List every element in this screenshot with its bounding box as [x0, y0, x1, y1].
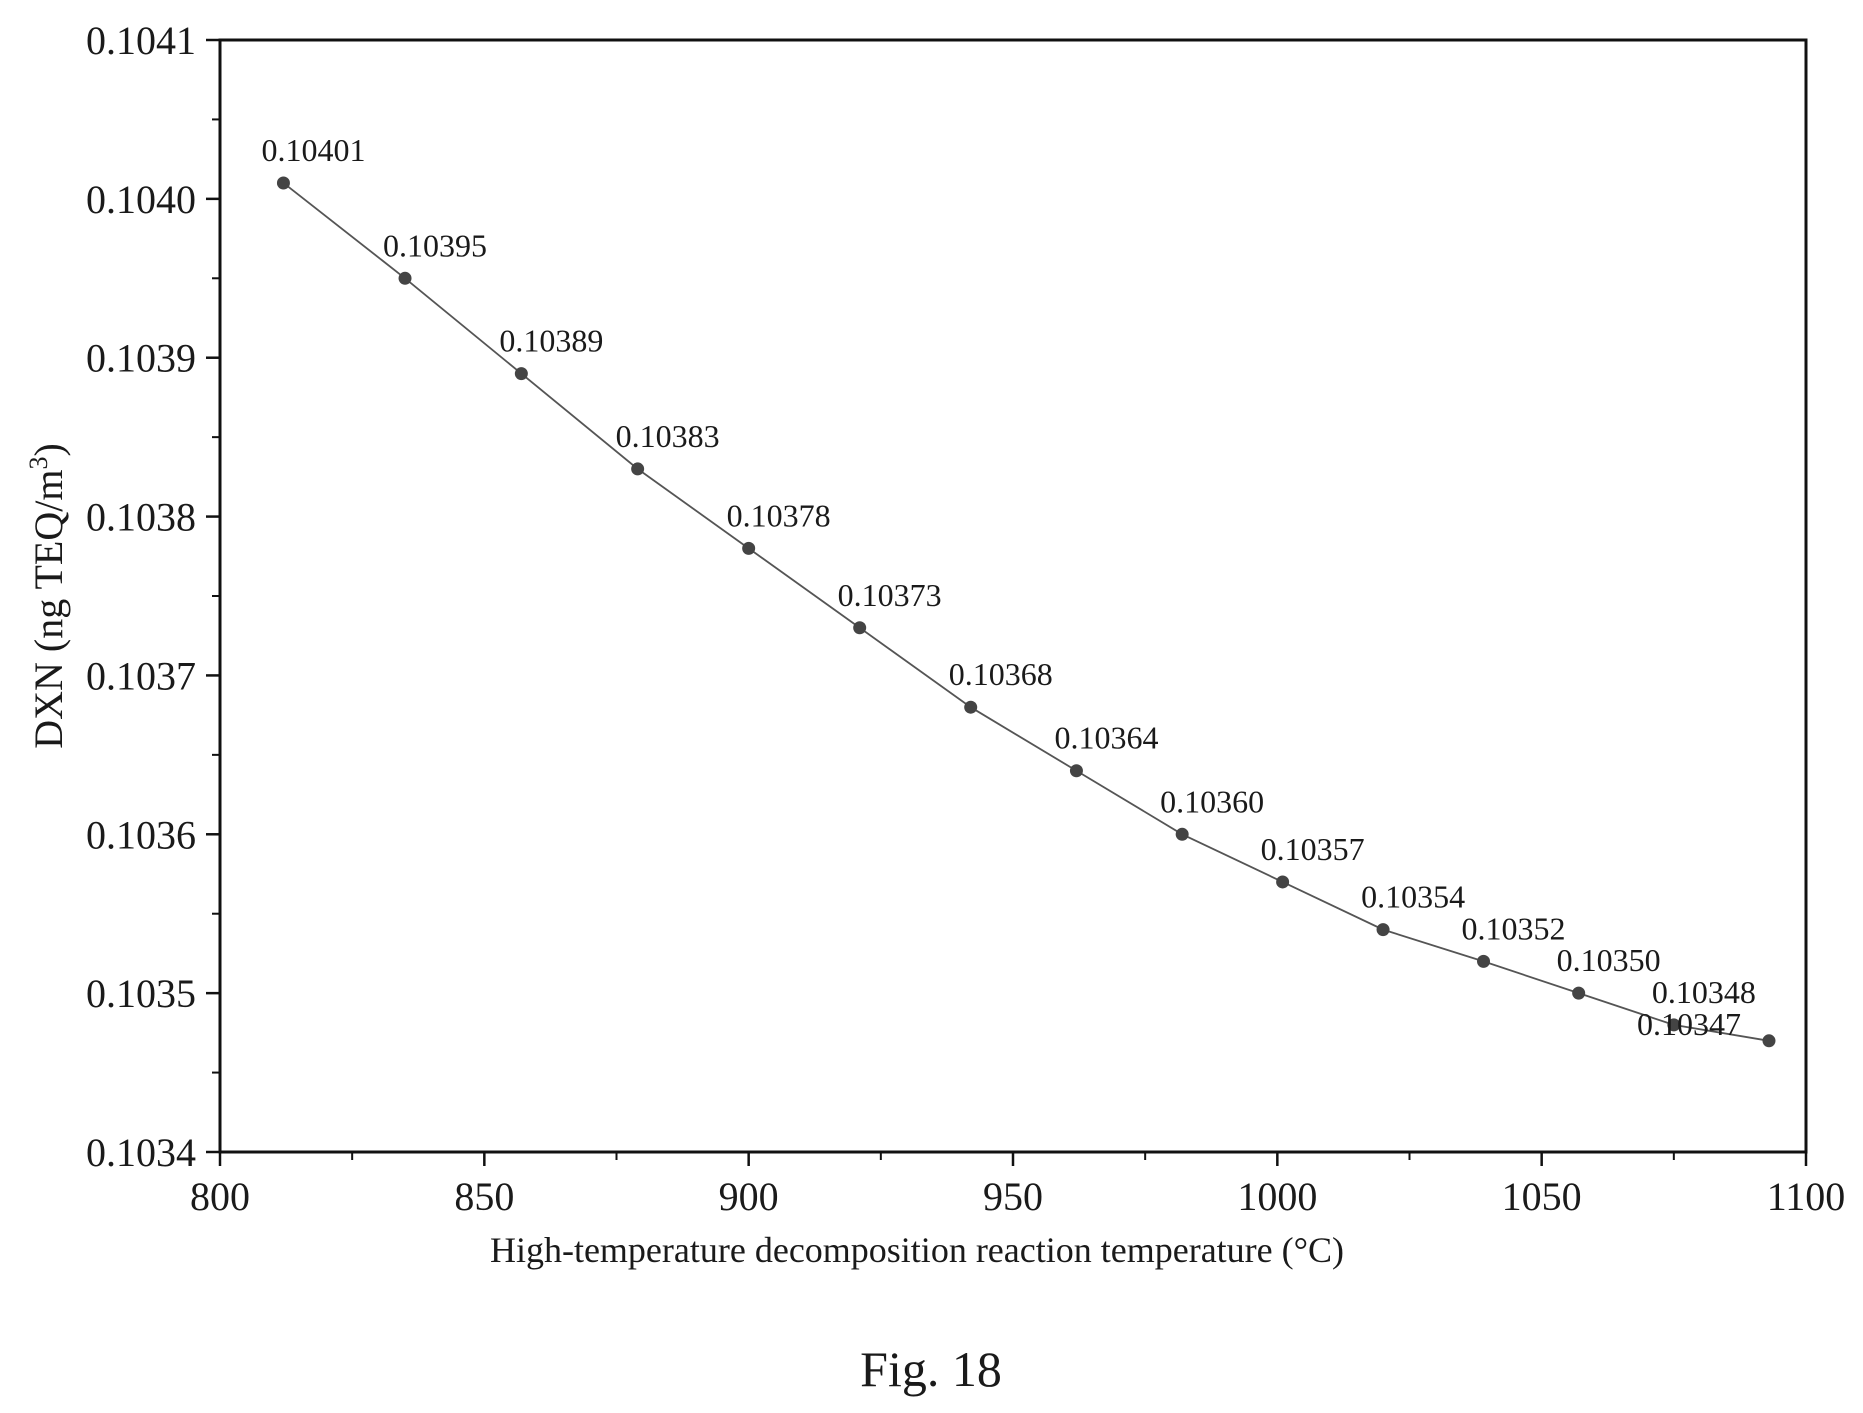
- data-label: 0.10357: [1261, 831, 1365, 867]
- data-point: [964, 700, 978, 714]
- data-label: 0.10378: [727, 497, 831, 533]
- data-labels: 0.10401 0.10395 0.10389 0.10383 0.10378 0.103…: [261, 132, 1755, 1042]
- data-point: [1762, 1034, 1776, 1048]
- y-axis-title-main: DXN (ng TEQ/m: [26, 470, 71, 749]
- x-tick-label: 1100: [1767, 1174, 1846, 1219]
- y-axis-title-close: ): [26, 443, 71, 456]
- x-tick-label: 850: [454, 1174, 514, 1219]
- y-tick-label: 0.1036: [86, 812, 196, 857]
- data-point: [514, 367, 528, 381]
- data-label: 0.10354: [1361, 879, 1465, 915]
- data-label: 0.10360: [1160, 783, 1264, 819]
- data-point: [1376, 923, 1390, 937]
- y-tick-label: 0.1039: [86, 336, 196, 381]
- data-point: [742, 541, 756, 555]
- data-label: 0.10383: [616, 418, 720, 454]
- data-label: 0.10364: [1054, 720, 1158, 756]
- data-label: 0.10389: [499, 323, 603, 359]
- plot-frame: [218, 38, 1808, 1154]
- data-point: [1572, 986, 1586, 1000]
- y-axis-ticks: 0.1034 0.1035 0.1036 0.1037 0.1038 0.1039 0.10…: [86, 18, 220, 1175]
- data-point: [276, 176, 290, 190]
- x-tick-label: 800: [190, 1174, 250, 1219]
- data-label: 0.10401: [261, 132, 365, 168]
- data-point: [1276, 875, 1290, 889]
- data-label: 0.10350: [1557, 942, 1661, 978]
- data-label: 0.10373: [838, 577, 942, 613]
- y-tick-label: 0.1035: [86, 971, 196, 1016]
- data-label: 0.10352: [1462, 910, 1566, 946]
- x-tick-label: 950: [983, 1174, 1043, 1219]
- x-tick-label: 1050: [1502, 1174, 1582, 1219]
- y-tick-label: 0.1037: [86, 653, 196, 698]
- x-axis-title: High-temperature decomposition reaction …: [490, 1230, 1344, 1270]
- x-tick-label: 900: [719, 1174, 779, 1219]
- y-axis-title: DXN (ng TEQ/m3): [24, 443, 71, 749]
- data-point: [1069, 764, 1083, 778]
- x-tick-label: 1000: [1237, 1174, 1317, 1219]
- data-label: 0.10347: [1637, 1006, 1741, 1042]
- y-tick-label: 0.1034: [86, 1130, 196, 1175]
- y-axis-title-sup: 3: [24, 457, 53, 470]
- data-point: [631, 462, 645, 476]
- data-point: [853, 621, 867, 635]
- figure-caption: Fig. 18: [860, 1341, 1002, 1397]
- data-label: 0.10368: [949, 656, 1053, 692]
- data-point: [1477, 954, 1491, 968]
- data-point: [1667, 1018, 1681, 1032]
- y-tick-label: 0.1040: [86, 177, 196, 222]
- x-axis-ticks: 800 850 900 950 1000 1050 1100: [190, 1152, 1845, 1219]
- data-point: [398, 271, 412, 285]
- series-markers: [276, 176, 1776, 1048]
- y-tick-label: 0.1038: [86, 495, 196, 540]
- data-label: 0.10348: [1652, 974, 1756, 1010]
- data-point: [1175, 827, 1189, 841]
- data-label: 0.10395: [383, 227, 487, 263]
- y-tick-label: 0.1041: [86, 18, 196, 63]
